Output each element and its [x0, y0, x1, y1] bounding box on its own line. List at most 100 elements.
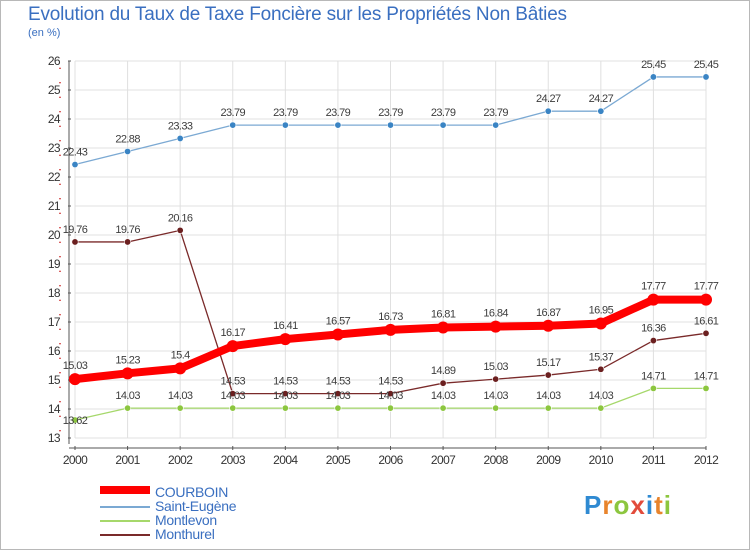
data-point-montlevon [439, 404, 447, 412]
data-label-courboin: 16.87 [536, 307, 561, 319]
data-label-montlevon: 14.71 [694, 370, 719, 382]
data-point-monthurel [176, 226, 184, 234]
data-label-monthurel: 14.53 [220, 376, 245, 388]
data-point-montlevon [176, 404, 184, 412]
data-label-courboin: 16.41 [273, 320, 298, 332]
axes: 13 14 15 16 17 18 19 20 21 22 23 24 25 26 2000 2001 2002… [48, 54, 720, 467]
x-tick-label: 2005 [326, 453, 351, 467]
y-tick-label: 22 [48, 170, 61, 184]
data-point-monthurel [229, 390, 237, 398]
data-point-courboin [384, 323, 397, 336]
data-label-montlevon: 14.03 [220, 390, 245, 402]
legend-label: Montlevon [155, 512, 217, 528]
data-label-montlevon: 14.03 [536, 390, 561, 402]
data-point-courboin [647, 293, 660, 306]
y-tick-label: 26 [48, 54, 61, 68]
data-label-monthurel: 16.36 [641, 323, 666, 335]
legend-swatch [100, 486, 150, 494]
data-label-courboin: 15.4 [171, 349, 190, 361]
legend-swatch [100, 520, 150, 522]
data-point-monthurel [649, 337, 657, 345]
data-point-courboin [594, 317, 607, 330]
data-point-saint-eug-ne [281, 121, 289, 129]
data-point-saint-eug-ne [597, 107, 605, 115]
data-point-montlevon [649, 384, 657, 392]
data-label-montlevon: 14.03 [589, 390, 614, 402]
data-label-saint-eug-ne: 24.27 [589, 93, 614, 105]
data-point-monthurel [544, 371, 552, 379]
x-tick-label: 2006 [378, 453, 403, 467]
x-tick-label: 2011 [642, 453, 666, 467]
data-label-saint-eug-ne: 23.79 [326, 107, 351, 119]
data-point-monthurel [492, 375, 500, 383]
data-label-monthurel: 14.53 [273, 376, 298, 388]
data-label-saint-eug-ne: 23.79 [483, 107, 508, 119]
brand-letter: r [602, 490, 614, 520]
data-point-monthurel [439, 379, 447, 387]
data-label-saint-eug-ne: 22.43 [63, 147, 88, 159]
data-point-montlevon [597, 404, 605, 412]
data-point-saint-eug-ne [649, 73, 657, 81]
data-point-monthurel [334, 390, 342, 398]
legend-swatch [100, 534, 150, 536]
brand-letter: t [654, 490, 664, 520]
data-point-courboin [542, 319, 555, 332]
data-label-monthurel: 19.76 [115, 224, 140, 236]
data-label-saint-eug-ne: 24.27 [536, 93, 561, 105]
data-point-courboin [437, 321, 450, 334]
data-label-montlevon: 14.03 [378, 390, 403, 402]
data-label-montlevon: 14.03 [431, 390, 456, 402]
y-tick-label: 16 [48, 344, 61, 358]
data-label-monthurel: 14.53 [326, 376, 351, 388]
y-tick-label: 15 [48, 373, 61, 387]
data-label-montlevon: 13.62 [63, 415, 88, 427]
data-label-monthurel: 14.53 [378, 376, 403, 388]
data-point-saint-eug-ne [544, 107, 552, 115]
data-point-courboin [69, 373, 81, 386]
data-label-saint-eug-ne: 22.88 [115, 133, 140, 145]
x-tick-label: 2002 [168, 453, 193, 467]
chart-title: Evolution du Taux de Taxe Foncière sur l… [28, 4, 567, 25]
data-point-montlevon [544, 404, 552, 412]
data-label-saint-eug-ne: 23.33 [168, 120, 193, 132]
data-point-montlevon [281, 404, 289, 412]
brand-letter: o [613, 490, 631, 520]
x-tick-label: 2001 [115, 453, 140, 467]
brand-letter: i [645, 490, 655, 520]
data-label-saint-eug-ne: 23.79 [220, 107, 245, 119]
x-tick-label: 2009 [536, 453, 561, 467]
y-tick-label: 13 [48, 431, 61, 445]
data-label-saint-eug-ne: 23.79 [378, 107, 403, 119]
data-point-courboin [489, 320, 502, 333]
data-point-saint-eug-ne [176, 134, 184, 142]
data-label-monthurel: 15.17 [536, 357, 561, 369]
data-point-monthurel [71, 238, 79, 246]
data-point-montlevon [492, 404, 500, 412]
data-point-saint-eug-ne [229, 121, 237, 129]
brand-letter: x [630, 490, 646, 520]
y-tick-label: 19 [48, 257, 61, 271]
data-point-monthurel [702, 329, 710, 337]
data-label-monthurel: 16.61 [694, 315, 719, 327]
data-point-saint-eug-ne [492, 121, 500, 129]
data-point-saint-eug-ne [702, 73, 710, 81]
brand-logo: Proxiti [584, 490, 672, 521]
x-tick-label: 2012 [694, 453, 719, 467]
data-point-courboin [279, 333, 292, 346]
data-label-montlevon: 14.03 [115, 390, 140, 402]
data-point-montlevon [229, 404, 237, 412]
y-tick-label: 18 [48, 286, 61, 300]
data-label-courboin: 17.77 [694, 281, 719, 293]
data-point-courboin [700, 293, 712, 306]
series-layer [69, 73, 712, 424]
legend-label: COURBOIN [155, 484, 229, 500]
data-label-monthurel: 19.76 [63, 224, 88, 236]
y-tick-label: 25 [48, 83, 61, 97]
y-tick-label: 21 [48, 199, 61, 213]
x-tick-label: 2000 [63, 453, 88, 467]
y-tick-label: 17 [48, 315, 61, 329]
x-tick-label: 2007 [431, 453, 456, 467]
x-tick-label: 2008 [484, 453, 509, 467]
